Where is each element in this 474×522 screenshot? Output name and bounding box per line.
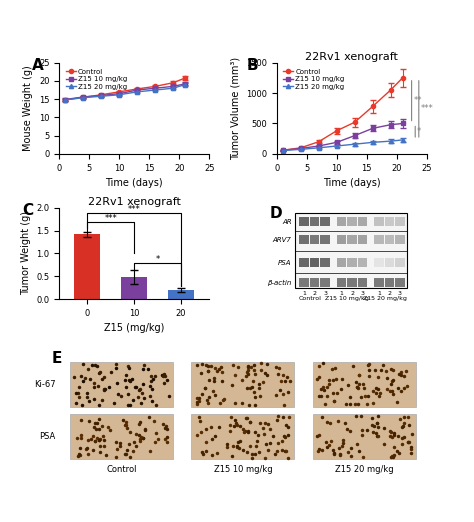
Text: D: D <box>269 206 282 221</box>
Bar <box>337 217 346 226</box>
Bar <box>347 258 357 267</box>
Bar <box>374 235 384 244</box>
Bar <box>121 277 147 299</box>
Text: 3: 3 <box>398 291 402 296</box>
Bar <box>384 278 394 287</box>
Bar <box>320 258 330 267</box>
Bar <box>395 278 405 287</box>
Text: E: E <box>52 351 62 366</box>
FancyBboxPatch shape <box>70 362 173 407</box>
Text: 3: 3 <box>361 291 365 296</box>
Text: Z15 20 mg/kg: Z15 20 mg/kg <box>363 296 407 301</box>
Text: 1: 1 <box>377 291 381 296</box>
Title: 22Rv1 xenograft: 22Rv1 xenograft <box>88 197 181 207</box>
Bar <box>299 217 309 226</box>
Bar <box>320 235 330 244</box>
Bar <box>357 258 367 267</box>
Text: 2: 2 <box>312 291 317 296</box>
Legend: Control, Z15 10 mg/kg, Z15 20 mg/kg: Control, Z15 10 mg/kg, Z15 20 mg/kg <box>63 66 130 92</box>
Text: PSA: PSA <box>278 259 292 266</box>
Text: Z15 10 mg/kg: Z15 10 mg/kg <box>325 296 369 301</box>
Bar <box>357 217 367 226</box>
FancyBboxPatch shape <box>191 414 294 459</box>
Bar <box>337 258 346 267</box>
Text: ARV7: ARV7 <box>273 237 292 243</box>
Bar <box>384 258 394 267</box>
Text: B: B <box>246 58 258 73</box>
Legend: Control, Z15 10 mg/kg, Z15 20 mg/kg: Control, Z15 10 mg/kg, Z15 20 mg/kg <box>280 66 347 92</box>
FancyBboxPatch shape <box>313 414 416 459</box>
Text: A: A <box>32 58 44 73</box>
Text: ***: *** <box>128 205 141 215</box>
Bar <box>310 235 319 244</box>
Bar <box>299 278 309 287</box>
Bar <box>299 258 309 267</box>
Text: PSA: PSA <box>39 432 55 441</box>
Bar <box>374 217 384 226</box>
Bar <box>347 217 357 226</box>
FancyBboxPatch shape <box>295 213 407 288</box>
Bar <box>395 235 405 244</box>
Text: ***: *** <box>420 104 433 113</box>
Title: 22Rv1 xenograft: 22Rv1 xenograft <box>305 52 398 62</box>
Text: Control: Control <box>107 465 137 473</box>
Text: *: * <box>155 255 160 264</box>
Bar <box>395 217 405 226</box>
Bar <box>299 235 309 244</box>
Bar <box>357 235 367 244</box>
Text: C: C <box>22 203 33 218</box>
Bar <box>374 258 384 267</box>
Bar <box>374 278 384 287</box>
Bar <box>384 217 394 226</box>
FancyBboxPatch shape <box>313 362 416 407</box>
FancyBboxPatch shape <box>70 414 173 459</box>
Text: 3: 3 <box>323 291 327 296</box>
Bar <box>357 278 367 287</box>
X-axis label: Time (days): Time (days) <box>323 178 381 188</box>
Y-axis label: Tumor Volume (mm³): Tumor Volume (mm³) <box>230 57 240 160</box>
Bar <box>320 217 330 226</box>
Bar <box>337 278 346 287</box>
Bar <box>310 278 319 287</box>
X-axis label: Z15 (mg/kg): Z15 (mg/kg) <box>104 324 164 334</box>
Bar <box>337 235 346 244</box>
Text: Z15 20 mg/kg: Z15 20 mg/kg <box>335 465 393 473</box>
Text: *: * <box>417 127 421 136</box>
Bar <box>310 217 319 226</box>
Bar <box>395 258 405 267</box>
Text: β-actin: β-actin <box>267 280 292 286</box>
Bar <box>347 235 357 244</box>
Text: 1: 1 <box>339 291 344 296</box>
FancyBboxPatch shape <box>191 362 294 407</box>
Text: **: ** <box>413 96 422 105</box>
Text: AR: AR <box>282 219 292 224</box>
Bar <box>384 235 394 244</box>
Text: Control: Control <box>298 296 321 301</box>
Text: 1: 1 <box>302 291 306 296</box>
X-axis label: Time (days): Time (days) <box>105 178 163 188</box>
Text: Ki-67: Ki-67 <box>34 380 55 389</box>
Text: Z15 10 mg/kg: Z15 10 mg/kg <box>214 465 272 473</box>
Bar <box>168 290 194 299</box>
Bar <box>320 278 330 287</box>
Text: 2: 2 <box>350 291 354 296</box>
Text: ***: *** <box>104 213 117 222</box>
Bar <box>74 234 100 299</box>
Y-axis label: Tumor Weight (g): Tumor Weight (g) <box>21 211 31 295</box>
Bar <box>347 278 357 287</box>
Text: 2: 2 <box>387 291 392 296</box>
Bar <box>310 258 319 267</box>
Y-axis label: Mouse Weight (g): Mouse Weight (g) <box>24 65 34 151</box>
